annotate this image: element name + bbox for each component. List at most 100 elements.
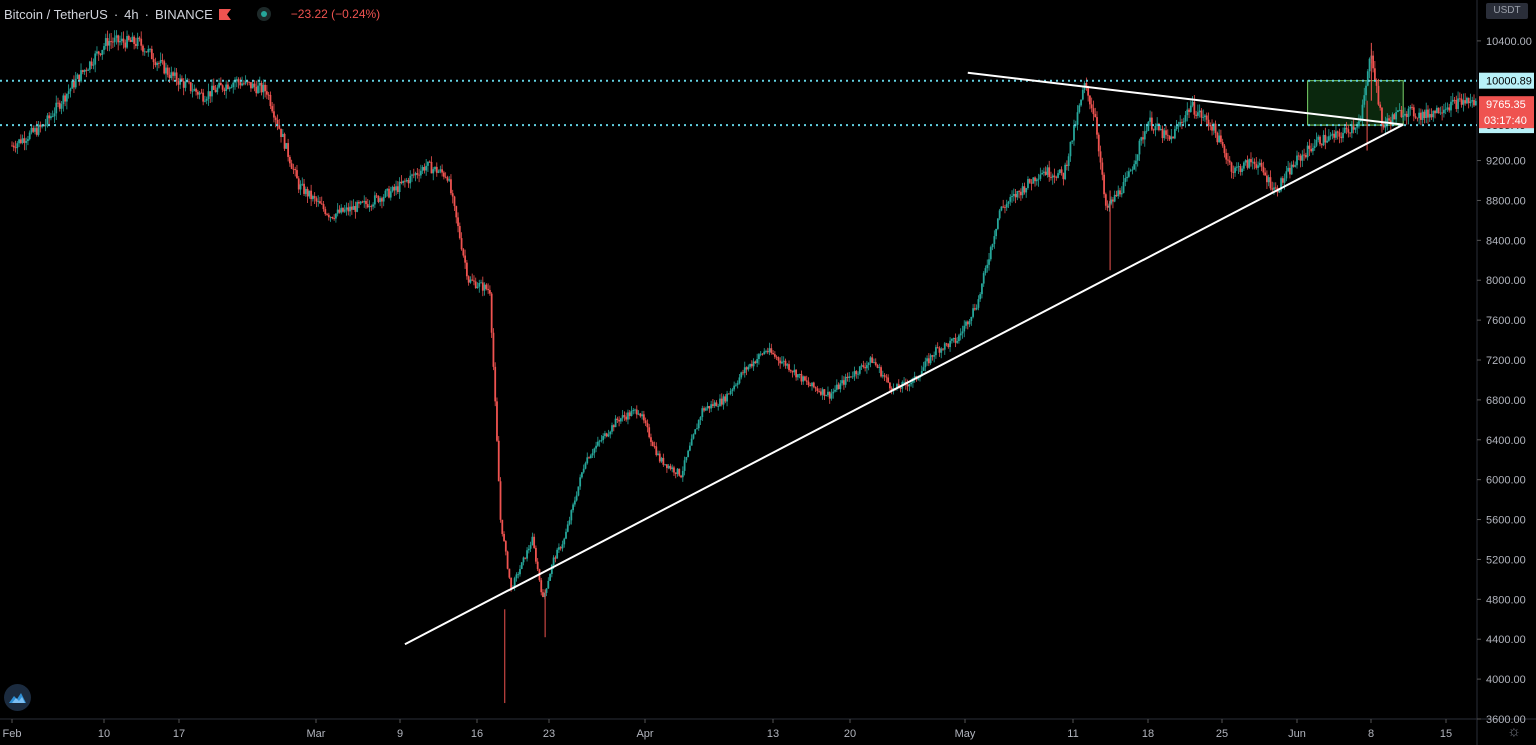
candle	[1280, 178, 1282, 191]
candle	[752, 361, 755, 367]
candle	[683, 460, 686, 471]
symbol-name[interactable]: Bitcoin / TetherUS	[4, 6, 108, 22]
candle	[1451, 99, 1454, 102]
candle	[1014, 193, 1017, 198]
candle	[483, 284, 486, 291]
candle	[807, 381, 810, 386]
candle	[703, 408, 705, 411]
candle	[814, 387, 817, 389]
candle	[494, 366, 497, 402]
candle	[34, 128, 36, 132]
candle	[250, 82, 252, 89]
candle	[1331, 133, 1334, 136]
candle	[96, 51, 98, 54]
candle	[1303, 154, 1305, 156]
candle	[1078, 105, 1081, 113]
candle	[1050, 177, 1052, 178]
candle	[1402, 115, 1405, 118]
flag-icon[interactable]	[218, 8, 231, 20]
candle	[1212, 123, 1215, 131]
candle	[188, 81, 190, 83]
candle	[99, 53, 102, 55]
candle	[943, 343, 946, 350]
candle	[533, 536, 536, 548]
candle	[858, 366, 861, 374]
candle	[172, 72, 174, 76]
candle	[646, 423, 649, 428]
tradingview-logo-icon[interactable]	[4, 684, 31, 711]
candle	[542, 592, 544, 597]
candle	[575, 495, 578, 501]
candle	[823, 389, 826, 397]
candle	[1317, 136, 1320, 140]
candle	[1161, 128, 1164, 139]
candle	[260, 83, 263, 93]
candle	[600, 440, 603, 441]
candle	[761, 353, 764, 355]
candle	[108, 41, 111, 46]
candle	[1154, 125, 1157, 131]
candle	[561, 544, 564, 549]
currency-badge[interactable]: USDT	[1486, 3, 1528, 19]
candle	[1184, 115, 1187, 122]
candle	[101, 49, 104, 55]
candle	[710, 404, 713, 409]
candle	[602, 436, 605, 441]
candle	[1237, 166, 1240, 168]
candle	[154, 62, 157, 66]
candle	[450, 179, 452, 194]
candle	[850, 376, 852, 378]
candle	[970, 316, 973, 321]
candle	[50, 116, 52, 119]
candle	[48, 115, 51, 119]
candle	[1214, 123, 1217, 133]
candle	[294, 169, 297, 171]
candle	[865, 365, 868, 369]
candle	[558, 547, 560, 550]
candle	[120, 38, 123, 41]
candle	[1292, 164, 1295, 167]
candle	[1384, 122, 1387, 128]
candle	[632, 409, 635, 411]
candle	[855, 371, 858, 375]
candle	[166, 67, 169, 75]
candle	[324, 209, 327, 215]
candle	[476, 286, 479, 289]
candle	[786, 364, 789, 366]
candle	[430, 162, 433, 174]
candle	[1416, 117, 1419, 119]
candle	[1301, 154, 1304, 161]
y-tick-label: 3600.00	[1486, 714, 1526, 726]
candle	[1349, 132, 1351, 134]
candle	[699, 417, 702, 421]
candle	[887, 377, 890, 383]
candle	[168, 74, 171, 79]
candle	[837, 384, 840, 390]
candle	[706, 406, 709, 409]
candle	[191, 90, 194, 92]
status-dot-icon[interactable]	[256, 7, 271, 21]
candle	[1230, 162, 1233, 172]
candle	[717, 406, 720, 407]
candle	[225, 84, 228, 92]
candle	[143, 51, 146, 53]
candle	[1227, 159, 1229, 161]
interval[interactable]: 4h	[124, 6, 139, 22]
candle	[1117, 190, 1120, 197]
candle	[262, 84, 265, 93]
candle	[1156, 123, 1159, 126]
candle	[977, 299, 980, 308]
candle	[736, 383, 739, 385]
candle	[195, 88, 197, 92]
candle	[588, 457, 590, 459]
candle	[212, 85, 215, 90]
candle	[642, 414, 645, 421]
candle	[713, 402, 716, 407]
candle	[906, 384, 909, 387]
candle	[122, 38, 125, 43]
candle	[81, 70, 84, 72]
candle	[1266, 175, 1268, 183]
candle	[671, 467, 674, 470]
settings-gear-icon[interactable]: ☼	[1507, 723, 1521, 740]
